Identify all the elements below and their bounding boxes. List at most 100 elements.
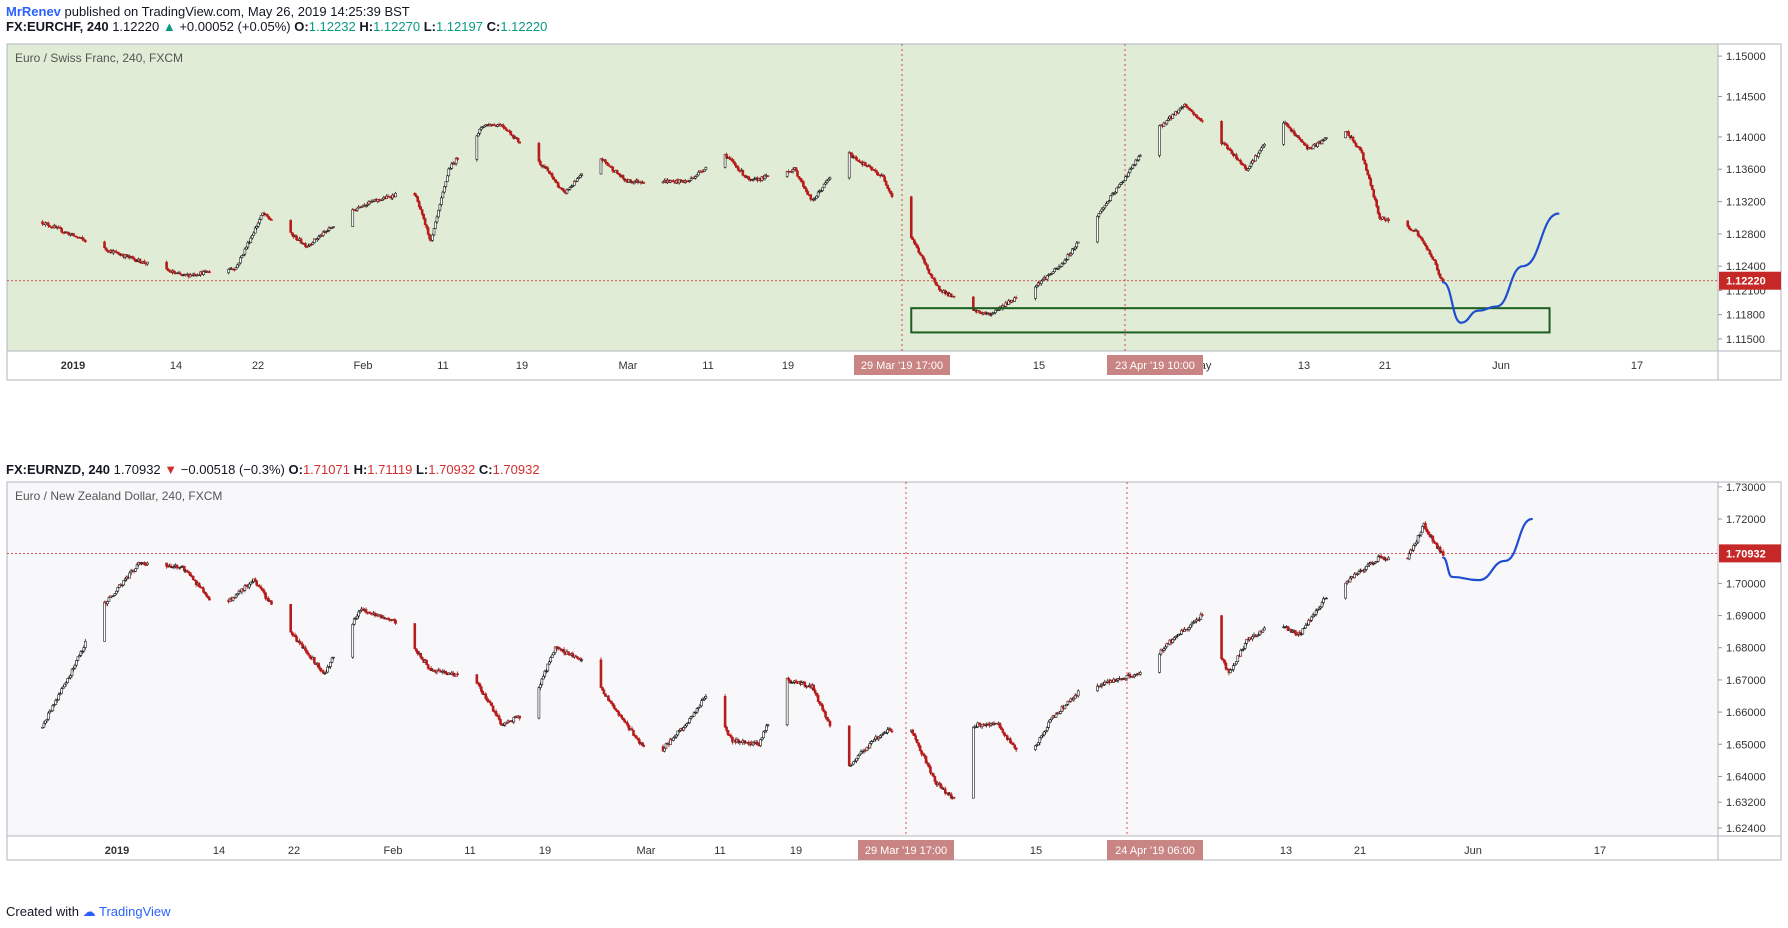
candle <box>321 231 325 236</box>
candle <box>295 636 298 642</box>
candle <box>246 242 250 248</box>
candle <box>816 695 820 703</box>
candle <box>113 250 117 253</box>
candle <box>700 700 703 707</box>
x-tick-label: 14 <box>170 360 182 372</box>
candle <box>1112 193 1115 195</box>
candle <box>123 578 127 581</box>
candle <box>1229 669 1232 674</box>
candle <box>735 165 739 168</box>
candle <box>927 763 931 768</box>
candle <box>1319 606 1322 609</box>
candle <box>1008 738 1012 743</box>
candle <box>178 567 182 569</box>
candle <box>248 583 251 588</box>
candle <box>253 578 257 582</box>
candle <box>1137 156 1141 161</box>
candle <box>1134 159 1138 165</box>
candle <box>42 722 46 728</box>
candle <box>1354 142 1358 147</box>
candle <box>267 598 270 602</box>
candle <box>683 725 687 728</box>
candle <box>607 163 610 167</box>
candle <box>237 262 241 266</box>
candle <box>920 254 923 257</box>
candle <box>358 610 362 613</box>
candle <box>1050 273 1053 275</box>
candle <box>444 181 448 187</box>
y-tick-label: 1.14500 <box>1726 92 1766 104</box>
candle <box>787 677 790 681</box>
candle <box>917 742 920 747</box>
candle <box>663 747 666 752</box>
candle <box>552 176 555 180</box>
footer: Created with ☁ TradingView <box>6 904 171 920</box>
candle <box>864 162 867 167</box>
candle <box>1387 557 1390 561</box>
tradingview-link[interactable]: TradingView <box>99 904 171 919</box>
candle <box>432 228 436 236</box>
candle <box>552 652 555 656</box>
candle <box>364 609 368 613</box>
candle <box>1003 732 1006 736</box>
candle <box>1347 131 1350 137</box>
candle <box>1124 176 1127 181</box>
candle <box>103 601 106 642</box>
candle <box>256 584 260 587</box>
candle <box>450 163 454 169</box>
candle <box>516 137 520 143</box>
candle <box>357 611 360 617</box>
candle <box>120 584 124 587</box>
candle <box>329 661 332 667</box>
candle <box>432 669 436 672</box>
candle <box>994 309 997 313</box>
candle <box>672 737 675 741</box>
candle <box>571 653 575 658</box>
candle <box>1076 241 1080 244</box>
candle <box>812 198 816 201</box>
candle <box>1348 135 1352 139</box>
charts-canvas[interactable]: Euro / Swiss Franc, 240, FXCM 1.15000 1.14… <box>0 0 1788 900</box>
candle <box>1097 213 1101 217</box>
candle <box>992 312 996 314</box>
change-down-icon: ▼ <box>164 462 178 477</box>
candle <box>1365 566 1368 570</box>
candle <box>1076 690 1080 697</box>
author-link[interactable]: MrRenev <box>6 4 61 19</box>
candle <box>1075 242 1079 248</box>
candle <box>1431 256 1435 260</box>
candle <box>1424 243 1427 247</box>
candle <box>106 601 109 605</box>
candle <box>1363 569 1367 572</box>
panel1-symbol[interactable]: FX:EURCHF, 240 <box>6 19 109 34</box>
candle <box>909 196 913 238</box>
candle <box>1427 531 1430 535</box>
candle <box>822 709 826 713</box>
candle <box>1048 274 1052 276</box>
candle <box>918 252 922 255</box>
x-tick-label: Mar <box>637 845 656 857</box>
candle <box>1375 561 1378 563</box>
x-tick-label: 19 <box>790 845 802 857</box>
candle <box>691 715 694 718</box>
candle <box>1376 556 1380 562</box>
chart-title: Euro / New Zealand Dollar, 240, FXCM <box>15 489 222 503</box>
candle <box>84 641 87 648</box>
candle <box>1415 541 1418 545</box>
candle <box>824 711 827 718</box>
candle <box>1360 149 1364 153</box>
candle <box>253 227 257 234</box>
candle <box>1322 139 1325 142</box>
candle <box>82 238 86 241</box>
candle <box>561 188 564 191</box>
candle <box>1190 110 1194 113</box>
candle <box>499 719 502 725</box>
candle <box>379 614 383 618</box>
candle <box>627 725 631 731</box>
candle <box>1104 203 1108 207</box>
candle <box>290 232 294 236</box>
candle <box>555 181 558 183</box>
candle <box>134 568 137 572</box>
panel2-symbol[interactable]: FX:EURNZD, 240 <box>6 462 111 477</box>
candle <box>113 593 117 596</box>
